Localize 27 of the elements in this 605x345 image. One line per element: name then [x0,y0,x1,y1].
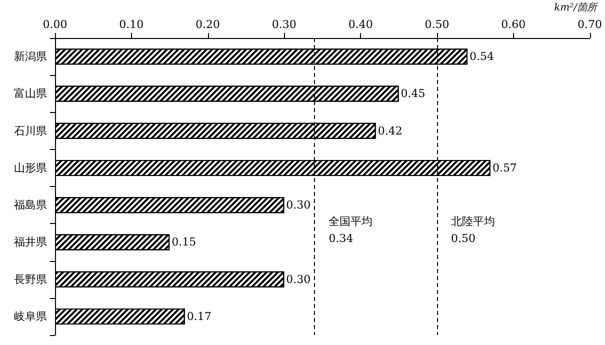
y-tick-label: 新潟県 [14,50,47,64]
y-tick-label: 富山県 [14,87,47,100]
text: 0.10 [119,18,144,31]
text: 0.50 [424,18,450,31]
data-label: 0.30 [286,198,311,212]
y-tick-label: 岐阜県 [14,310,47,323]
data-label: 0.45 [400,87,426,100]
y-tick-label: 長野県 [14,272,47,286]
text: 0.30 [272,18,296,31]
data-label: 0.15 [172,236,196,249]
text: 0.20 [196,18,220,31]
data-label: 0.30 [286,272,311,286]
text: 0.40 [348,18,373,31]
text: 0.70 [578,18,602,31]
ref-line-label: 北陸平均 0.50 [450,215,495,246]
text: 0.60 [501,18,526,31]
x-axis-title: km²/箇所 [554,2,599,14]
y-tick-label: 福井県 [14,236,47,249]
text: 0.00 [42,18,68,31]
data-label: 0.42 [378,124,402,138]
data-label: 0.17 [186,310,212,323]
data-label: 0.57 [492,161,517,174]
y-tick-label: 山形県 [14,161,47,174]
y-tick-label: 福島県 [14,198,47,212]
ref-line-label: 全国平均 0.34 [328,215,373,246]
y-tick-label: 石川県 [14,124,47,138]
data-label: 0.54 [470,50,494,64]
